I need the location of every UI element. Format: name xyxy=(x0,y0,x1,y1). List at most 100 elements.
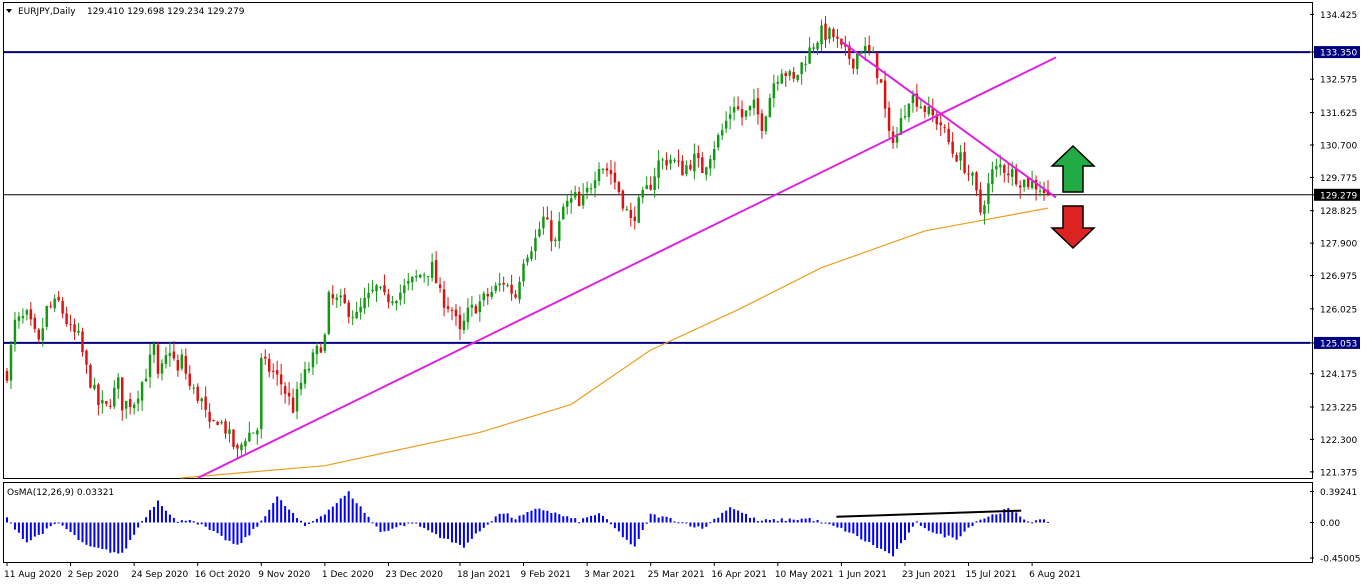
candle-body xyxy=(816,42,819,50)
osma-bar xyxy=(252,522,255,529)
candle-body xyxy=(852,58,855,69)
candle-body xyxy=(569,198,573,203)
osma-bar xyxy=(657,517,660,523)
candle-body xyxy=(693,153,696,172)
candle-body xyxy=(514,294,517,298)
candle-body xyxy=(81,331,84,353)
price-label: 133.350 xyxy=(1320,49,1357,59)
osma-bar xyxy=(431,522,434,533)
osma-bar xyxy=(848,522,851,533)
osma-bar xyxy=(172,517,175,523)
osma-bar xyxy=(6,517,8,523)
time-label: 23 Dec 2020 xyxy=(385,570,443,580)
candle-body xyxy=(391,301,394,303)
candle-body xyxy=(637,197,640,223)
candle-body xyxy=(641,189,644,198)
candle-body xyxy=(943,127,946,129)
candle-body xyxy=(438,284,442,288)
osma-bar xyxy=(669,518,672,523)
candle-body xyxy=(204,396,207,410)
candle-body xyxy=(113,387,116,407)
candle-body xyxy=(931,108,935,116)
candle-body xyxy=(152,344,156,355)
osma-bar xyxy=(613,522,616,529)
osma-bar xyxy=(677,522,680,524)
osma-bar xyxy=(117,522,120,554)
candle-body xyxy=(434,260,438,284)
candle-body xyxy=(506,285,509,287)
osma-bar xyxy=(25,522,28,543)
candle-body xyxy=(303,369,307,384)
osma-bar xyxy=(685,522,688,524)
candle-body xyxy=(959,152,962,161)
candle-body xyxy=(343,294,346,304)
osma-bar xyxy=(403,522,406,527)
candle-body xyxy=(454,309,458,317)
candle-body xyxy=(605,168,609,171)
osma-bar xyxy=(601,515,604,523)
osma-bar xyxy=(987,516,990,523)
candle-body xyxy=(776,81,780,84)
osma-bar xyxy=(836,522,839,528)
candle-body xyxy=(188,373,192,386)
osma-bar xyxy=(97,522,100,548)
candle-body xyxy=(1018,185,1022,188)
candle-body xyxy=(327,292,331,334)
candle-body xyxy=(283,386,287,394)
price-label: 131.625 xyxy=(1320,109,1357,119)
osma-bar xyxy=(999,513,1002,523)
candle-body xyxy=(271,370,275,372)
osma-bar xyxy=(470,522,473,539)
osma-bar xyxy=(713,518,716,523)
trendlines xyxy=(197,40,1057,479)
osma-bar xyxy=(935,522,938,534)
osma-bar xyxy=(820,522,823,524)
candle-body xyxy=(73,324,76,333)
candle-body xyxy=(418,274,422,278)
osma-bar xyxy=(896,522,899,549)
candle-body xyxy=(403,285,406,294)
osma-bar xyxy=(828,522,831,525)
candle-body xyxy=(462,320,466,331)
candle-body xyxy=(275,370,279,375)
candle-body xyxy=(307,368,311,371)
osma-bar xyxy=(868,522,871,543)
candle-body xyxy=(208,411,211,422)
triangle-down-icon[interactable] xyxy=(6,9,12,13)
candle-body xyxy=(5,371,9,381)
candle-body xyxy=(1014,168,1018,185)
osma-bar xyxy=(780,518,783,523)
candle-body xyxy=(65,313,68,325)
candle-body xyxy=(1022,179,1026,188)
osma-bar xyxy=(824,522,827,524)
osma-bar xyxy=(737,510,740,523)
osma-bar xyxy=(447,522,450,539)
candle-body xyxy=(597,169,601,181)
osma-bar xyxy=(220,522,223,536)
candle-body xyxy=(105,401,108,404)
candle-body xyxy=(331,294,335,299)
arrow-up-icon xyxy=(1050,144,1096,193)
candle-body xyxy=(752,99,756,108)
candle-body xyxy=(991,169,994,185)
osma-bar xyxy=(788,518,791,523)
time-label: 24 Sep 2020 xyxy=(131,570,188,580)
candle-body xyxy=(673,159,676,162)
candle-body xyxy=(399,292,402,300)
candle-body xyxy=(411,276,414,283)
candle-body xyxy=(426,275,430,277)
osma-bar xyxy=(228,522,231,541)
osma-bar xyxy=(907,522,910,533)
candle-body xyxy=(45,306,48,327)
candle-body xyxy=(935,114,938,125)
candle-body xyxy=(1038,190,1042,192)
price-label: 121.375 xyxy=(1320,468,1357,478)
time-label: 16 Apr 2021 xyxy=(711,570,767,580)
osma-histogram xyxy=(6,491,1049,557)
candle-body xyxy=(240,444,243,451)
osma-bar xyxy=(983,518,986,523)
candle-body xyxy=(732,107,736,113)
osma-bar xyxy=(832,522,835,526)
osma-bar xyxy=(81,522,84,543)
osma-bar xyxy=(856,522,859,537)
